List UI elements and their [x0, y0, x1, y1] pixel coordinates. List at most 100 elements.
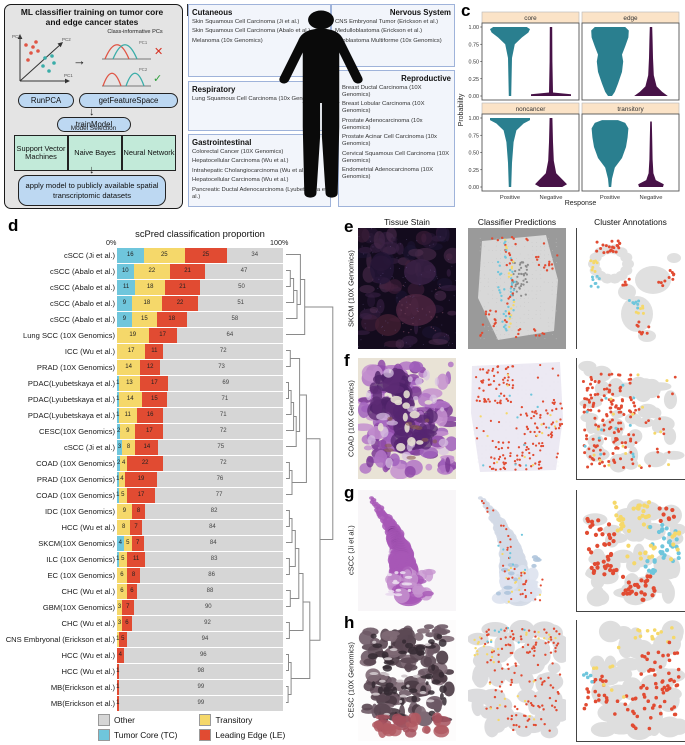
dendrogram [286, 254, 334, 703]
segment-leading_edge: 15 [141, 391, 167, 407]
bar-row: HCC (Wu et al.) 4 96 [0, 647, 285, 663]
segment-transitory: 6 [117, 567, 127, 583]
segment-leading_edge: 17 [148, 327, 177, 343]
stacked-bar: 6 8 86 [117, 567, 283, 583]
bar-row: EC (10X Genomics) 6 8 86 [0, 567, 285, 583]
violin-core-positive [490, 27, 530, 96]
bar-row: HCC (Wu et al.) 8 7 84 [0, 519, 285, 535]
segment-leading_edge: 22 [161, 295, 199, 311]
cancer-type-item: Melanoma (10x Genomics) [192, 37, 263, 44]
segment-leading_edge: 21 [165, 279, 200, 295]
segment-leading_edge: 6 [126, 583, 137, 599]
segment-leading_edge: 17 [140, 375, 169, 391]
segment-tumor_core: 4 [117, 535, 124, 551]
bar-row: PRAD (10X Genomics) 1 4 19 76 [0, 471, 285, 487]
segment-transitory: 18 [131, 295, 162, 311]
bar-row: SKCM(10X Genomics) 4 5 7 84 [0, 535, 285, 551]
segment-transitory: 8 [121, 439, 136, 455]
y-tick-label: 0.75 [469, 42, 480, 48]
category-header: Reproductive [401, 74, 451, 83]
violin-transitory-negative [638, 121, 664, 187]
row-label: Lung SCC (10X Genomics) [22, 330, 115, 340]
y-tick-label: 0.25 [469, 77, 480, 83]
stacked-bar: 9 15 18 58 [117, 311, 283, 327]
runpca-button: RunPCA [18, 93, 74, 108]
row-label: HCC (Wu et al.) [61, 650, 115, 660]
bar-row: cSCC (Abalo et al.) 9 18 22 51 [0, 295, 285, 311]
segment-leading_edge: 5 [118, 631, 127, 647]
stacked-bar: 1 99 [116, 679, 283, 695]
segment-transitory: 5 [118, 551, 127, 567]
x-mark-icon: ✕ [154, 46, 163, 58]
cancer-type-item: Skin Squamous Cell Carcinoma (Abalo et a… [192, 28, 311, 35]
legend-label: Leading Edge (LE) [215, 730, 286, 740]
bar-row: PDAC(Lyubetskaya et al.) 1 11 16 71 [0, 407, 285, 423]
segment-leading_edge: 16 [136, 407, 164, 423]
violin-plot-grid: Probability core 1.00 0.75 0.50 0.25 0.00 edge n… [458, 11, 680, 207]
segment-transitory: 1 [116, 631, 120, 647]
bar-row: cSCC (Ji et al.) 3 8 14 75 [0, 439, 285, 455]
segment-other: 94 [126, 631, 283, 647]
e-pred-image [468, 228, 566, 349]
segment-tumor_core: 9 [117, 295, 132, 311]
category-header: Nervous System [389, 8, 451, 17]
y-tick-label: 0.50 [469, 60, 480, 66]
organ-category-cutaneous: Cutaneous Skin Squamous Cell Carcinoma (J… [188, 4, 331, 77]
model-box-neural-network: Neural Network [122, 135, 176, 171]
row-label: cSCC (Abalo et al.) [50, 266, 115, 276]
bar-chart-legend: Other Tumor Core (TC) Transitory Leading Ed… [98, 714, 285, 741]
row-label: SKCM(10X Genomics) [38, 538, 115, 548]
segment-tumor_core: 1 [116, 375, 120, 391]
stacked-bar: 1 5 17 77 [116, 487, 283, 503]
down-arrow-icon: ↓ [89, 106, 95, 118]
segment-transitory: 3 [117, 599, 122, 615]
panel-a-title: ML classifier training on tumor core and… [20, 7, 164, 27]
segment-transitory: 25 [143, 247, 186, 263]
svg-text:PC2: PC2 [139, 67, 148, 72]
row-label: cSCC (Ji et al.) [63, 442, 115, 452]
segment-other: 98 [118, 663, 283, 679]
legend-swatch [98, 729, 110, 741]
bar-row: COAD (10X Genomics) 1 5 17 77 [0, 487, 285, 503]
segment-transitory: 14 [117, 359, 141, 375]
bar-row: IDC (10X Genomics) 9 8 82 [0, 503, 285, 519]
row-label: cSCC (Abalo et al.) [50, 298, 115, 308]
bar-row: PDAC(Lyubetskaya et al.) 1 13 17 69 [0, 375, 285, 391]
segment-other: 83 [145, 551, 283, 567]
bar-row: MB(Erickson et al.) 1 99 [0, 695, 285, 711]
g-pred-image [468, 490, 566, 611]
model-box-svm: Support Vector Machines [14, 135, 68, 171]
segment-other: 86 [140, 567, 283, 583]
pc-density-plot-good: PC2 ✓ [102, 67, 162, 87]
x-axis-label: Response [565, 200, 597, 207]
facet-title: edge [623, 15, 638, 22]
segment-transitory: 19 [117, 327, 149, 343]
segment-tumor_core: 2 [117, 455, 120, 471]
category-header: Gastrointestinal [192, 138, 252, 147]
segment-other: 77 [155, 487, 283, 503]
bar-row: Lung SCC (10X Genomics) 19 17 64 [0, 327, 285, 343]
check-mark-icon: ✓ [153, 73, 162, 85]
row-label: cSCC (Abalo et al.) [50, 282, 115, 292]
legend-label: Tumor Core (TC) [114, 730, 178, 740]
y-axis-label: Probability [458, 93, 465, 126]
segment-leading_edge: 8 [131, 503, 146, 519]
panel-d: scPred classification proportion 0% 100%… [0, 215, 340, 745]
row-label: CNS Embryonal (Erickson et al.) [5, 634, 115, 644]
stacked-bar: 1 99 [116, 695, 283, 711]
segment-other: 50 [199, 279, 283, 295]
category-header: Respiratory [192, 85, 236, 94]
segment-leading_edge: 17 [135, 423, 164, 439]
segment-tumor_core: 9 [117, 311, 132, 327]
cancer-type-item: Breast Ductal Carcinoma (10X Genomics) [342, 85, 422, 98]
stacked-bar: 17 11 72 [117, 343, 283, 359]
violin-core-negative [531, 27, 571, 96]
bar-row: CESC(10X Genomics) 2 9 17 72 [0, 423, 285, 439]
legend-item-leading_edge: Leading Edge (LE) [199, 729, 285, 741]
stacked-bar-rows: cSCC (Ji et al.) 16 25 25 34 cSCC (Abalo et a… [0, 247, 285, 711]
stacked-bar: 9 18 22 51 [117, 295, 283, 311]
row-label: CESC(10X Genomics) [39, 426, 115, 436]
bar-row: cSCC (Ji et al.) 16 25 25 34 [0, 247, 285, 263]
cancer-type-item: Medulloblastoma (Erickson et al.) [335, 28, 423, 35]
panel-a: ML classifier training on tumor core and… [4, 4, 183, 209]
